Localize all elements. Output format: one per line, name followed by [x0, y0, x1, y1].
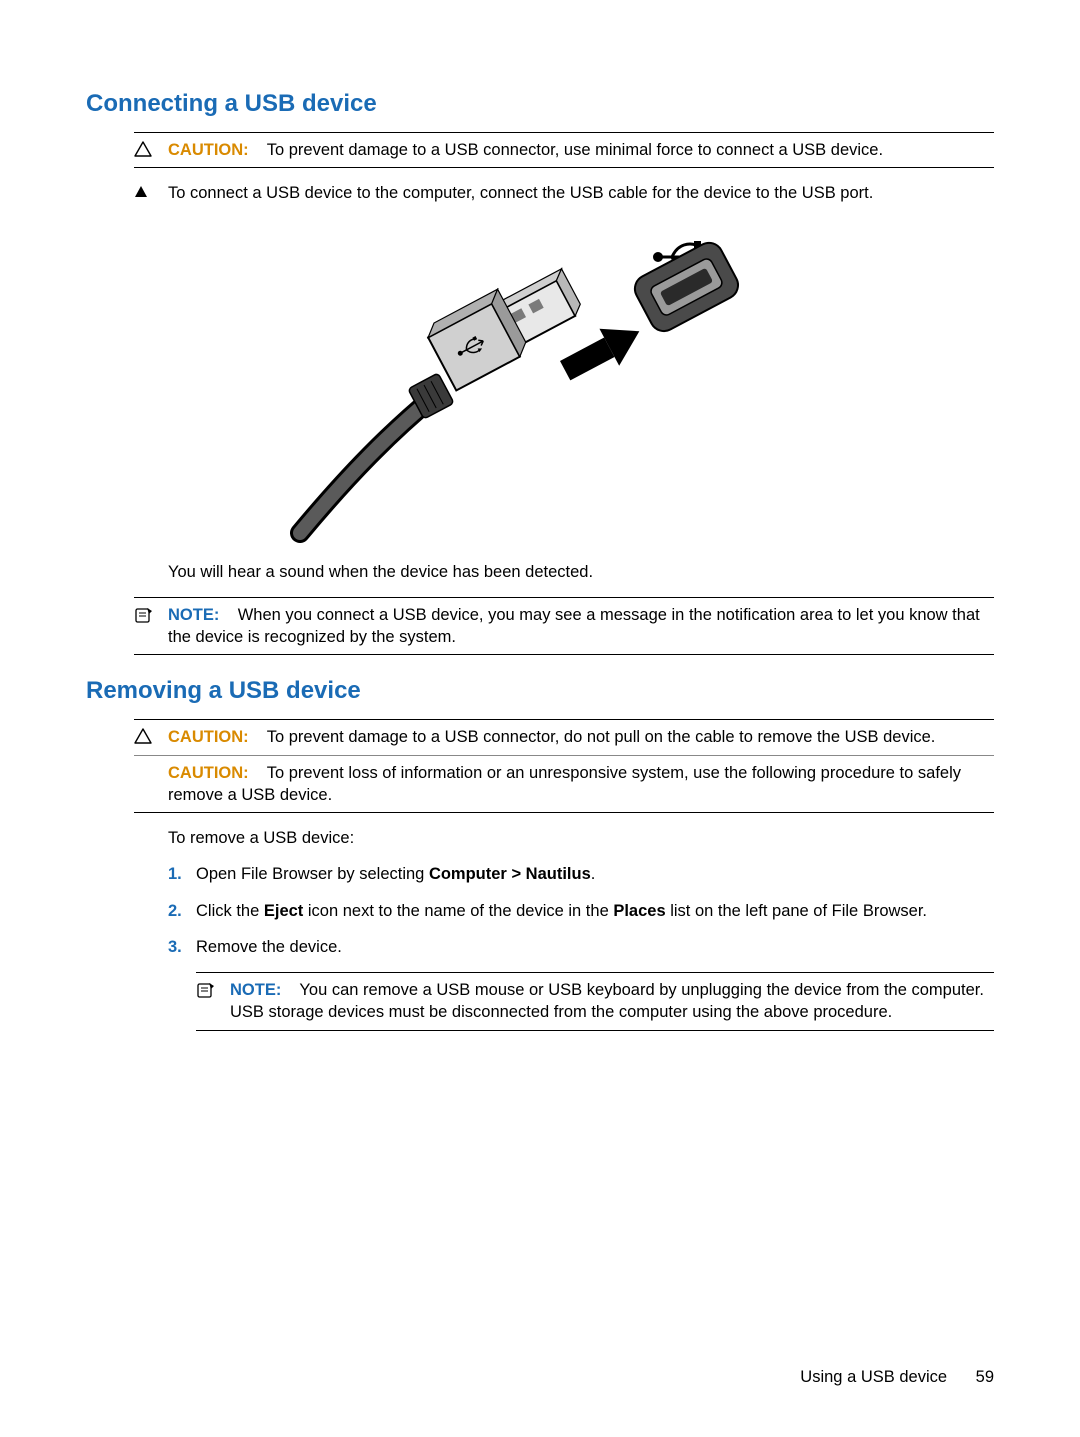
- caution-text: To prevent damage to a USB connector, do…: [267, 728, 936, 746]
- list-item: 3. Remove the device.: [168, 936, 994, 958]
- step2-mid: icon next to the name of the device in t…: [303, 902, 613, 920]
- step-text: To connect a USB device to the computer,…: [168, 182, 994, 204]
- step1-post: .: [591, 865, 596, 883]
- footer-text: Using a USB device: [800, 1368, 947, 1386]
- caution-icon: [134, 726, 168, 748]
- list-number: 1.: [168, 863, 196, 885]
- step2-bold2: Places: [613, 902, 665, 920]
- list-number: 3.: [168, 936, 196, 958]
- caution-label: CAUTION:: [168, 141, 249, 159]
- page-number: 59: [976, 1368, 994, 1386]
- section-heading-removing: Removing a USB device: [86, 677, 994, 705]
- step2-pre: Click the: [196, 902, 264, 920]
- step2-bold1: Eject: [264, 902, 303, 920]
- step2-post: list on the left pane of File Browser.: [666, 902, 927, 920]
- note-label: NOTE:: [168, 606, 219, 624]
- step1-pre: Open File Browser by selecting: [196, 865, 429, 883]
- note-label: NOTE:: [230, 981, 281, 999]
- section-heading-connecting: Connecting a USB device: [86, 90, 994, 118]
- caution-text: To prevent damage to a USB connector, us…: [267, 141, 883, 159]
- step1-bold: Computer > Nautilus: [429, 865, 591, 883]
- list-item: 1. Open File Browser by selecting Comput…: [168, 863, 994, 885]
- caution-label: CAUTION:: [168, 728, 249, 746]
- note-callout-1: NOTE: When you connect a USB device, you…: [134, 597, 994, 656]
- page-footer: Using a USB device 59: [800, 1368, 994, 1387]
- caution-text: To prevent loss of information or an unr…: [168, 764, 961, 804]
- note-text: When you connect a USB device, you may s…: [168, 606, 980, 646]
- note-icon: [196, 979, 230, 1024]
- list-number: 2.: [168, 900, 196, 922]
- caution-callout-1: CAUTION: To prevent damage to a USB conn…: [134, 132, 994, 168]
- usb-connection-illustration: [86, 223, 994, 543]
- note-text: You can remove a USB mouse or USB keyboa…: [230, 981, 984, 1021]
- step-block: To connect a USB device to the computer,…: [134, 182, 994, 204]
- caution-label: CAUTION:: [168, 764, 249, 782]
- note-icon: [134, 604, 168, 649]
- step3-text: Remove the device.: [196, 936, 994, 958]
- note-callout-2: NOTE: You can remove a USB mouse or USB …: [196, 972, 994, 1031]
- triangle-bullet-icon: [134, 182, 168, 204]
- list-item: 2. Click the Eject icon next to the name…: [168, 900, 994, 922]
- remove-intro: To remove a USB device:: [168, 827, 994, 849]
- caution-callout-stack: CAUTION: To prevent damage to a USB conn…: [134, 719, 994, 813]
- caution-icon: [134, 139, 168, 161]
- after-figure-text: You will hear a sound when the device ha…: [168, 561, 994, 583]
